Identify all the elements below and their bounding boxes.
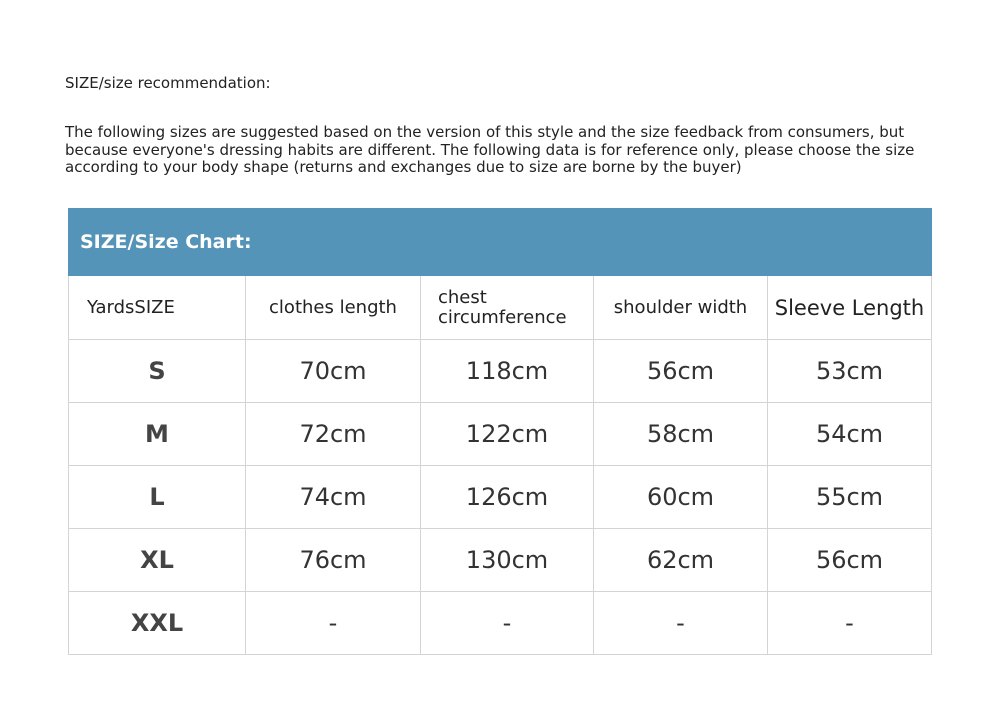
measurement-cell: 60cm bbox=[593, 465, 768, 529]
page-title: SIZE/size recommendation: bbox=[65, 74, 271, 92]
measurement-cell: 55cm bbox=[767, 465, 932, 529]
measurement-cell: - bbox=[593, 591, 768, 655]
measurement-cell: 56cm bbox=[767, 528, 932, 592]
description: The following sizes are suggested based … bbox=[65, 123, 915, 176]
col-header: YardsSIZE bbox=[68, 275, 246, 340]
col-header: shoulder width bbox=[593, 275, 768, 340]
size-cell: M bbox=[68, 402, 246, 466]
measurement-cell: 58cm bbox=[593, 402, 768, 466]
measurement-cell: 56cm bbox=[593, 339, 768, 403]
table-row: S 70cm 118cm 56cm 53cm bbox=[68, 339, 932, 403]
measurement-cell: - bbox=[245, 591, 421, 655]
table-row: XL 76cm 130cm 62cm 56cm bbox=[68, 528, 932, 592]
measurement-cell: - bbox=[420, 591, 594, 655]
measurement-cell: 76cm bbox=[245, 528, 421, 592]
col-header: clothes length bbox=[245, 275, 421, 340]
size-cell: XL bbox=[68, 528, 246, 592]
size-cell: S bbox=[68, 339, 246, 403]
size-chart-table: SIZE/Size Chart: YardsSIZE clothes lengt… bbox=[68, 208, 932, 655]
col-header: Sleeve Length bbox=[767, 275, 932, 340]
header-row: YardsSIZE clothes length chest circumfer… bbox=[68, 275, 932, 340]
measurement-cell: 62cm bbox=[593, 528, 768, 592]
measurement-cell: - bbox=[767, 591, 932, 655]
col-header: chest circumference bbox=[420, 275, 594, 340]
table-row: M 72cm 122cm 58cm 54cm bbox=[68, 402, 932, 466]
table-row: XXL - - - - bbox=[68, 591, 932, 655]
measurement-cell: 130cm bbox=[420, 528, 594, 592]
measurement-cell: 53cm bbox=[767, 339, 932, 403]
measurement-cell: 70cm bbox=[245, 339, 421, 403]
measurement-cell: 122cm bbox=[420, 402, 594, 466]
measurement-cell: 126cm bbox=[420, 465, 594, 529]
measurement-cell: 118cm bbox=[420, 339, 594, 403]
table-caption: SIZE/Size Chart: bbox=[68, 208, 932, 276]
size-cell: L bbox=[68, 465, 246, 529]
measurement-cell: 54cm bbox=[767, 402, 932, 466]
measurement-cell: 72cm bbox=[245, 402, 421, 466]
table-row: L 74cm 126cm 60cm 55cm bbox=[68, 465, 932, 529]
size-cell: XXL bbox=[68, 591, 246, 655]
measurement-cell: 74cm bbox=[245, 465, 421, 529]
